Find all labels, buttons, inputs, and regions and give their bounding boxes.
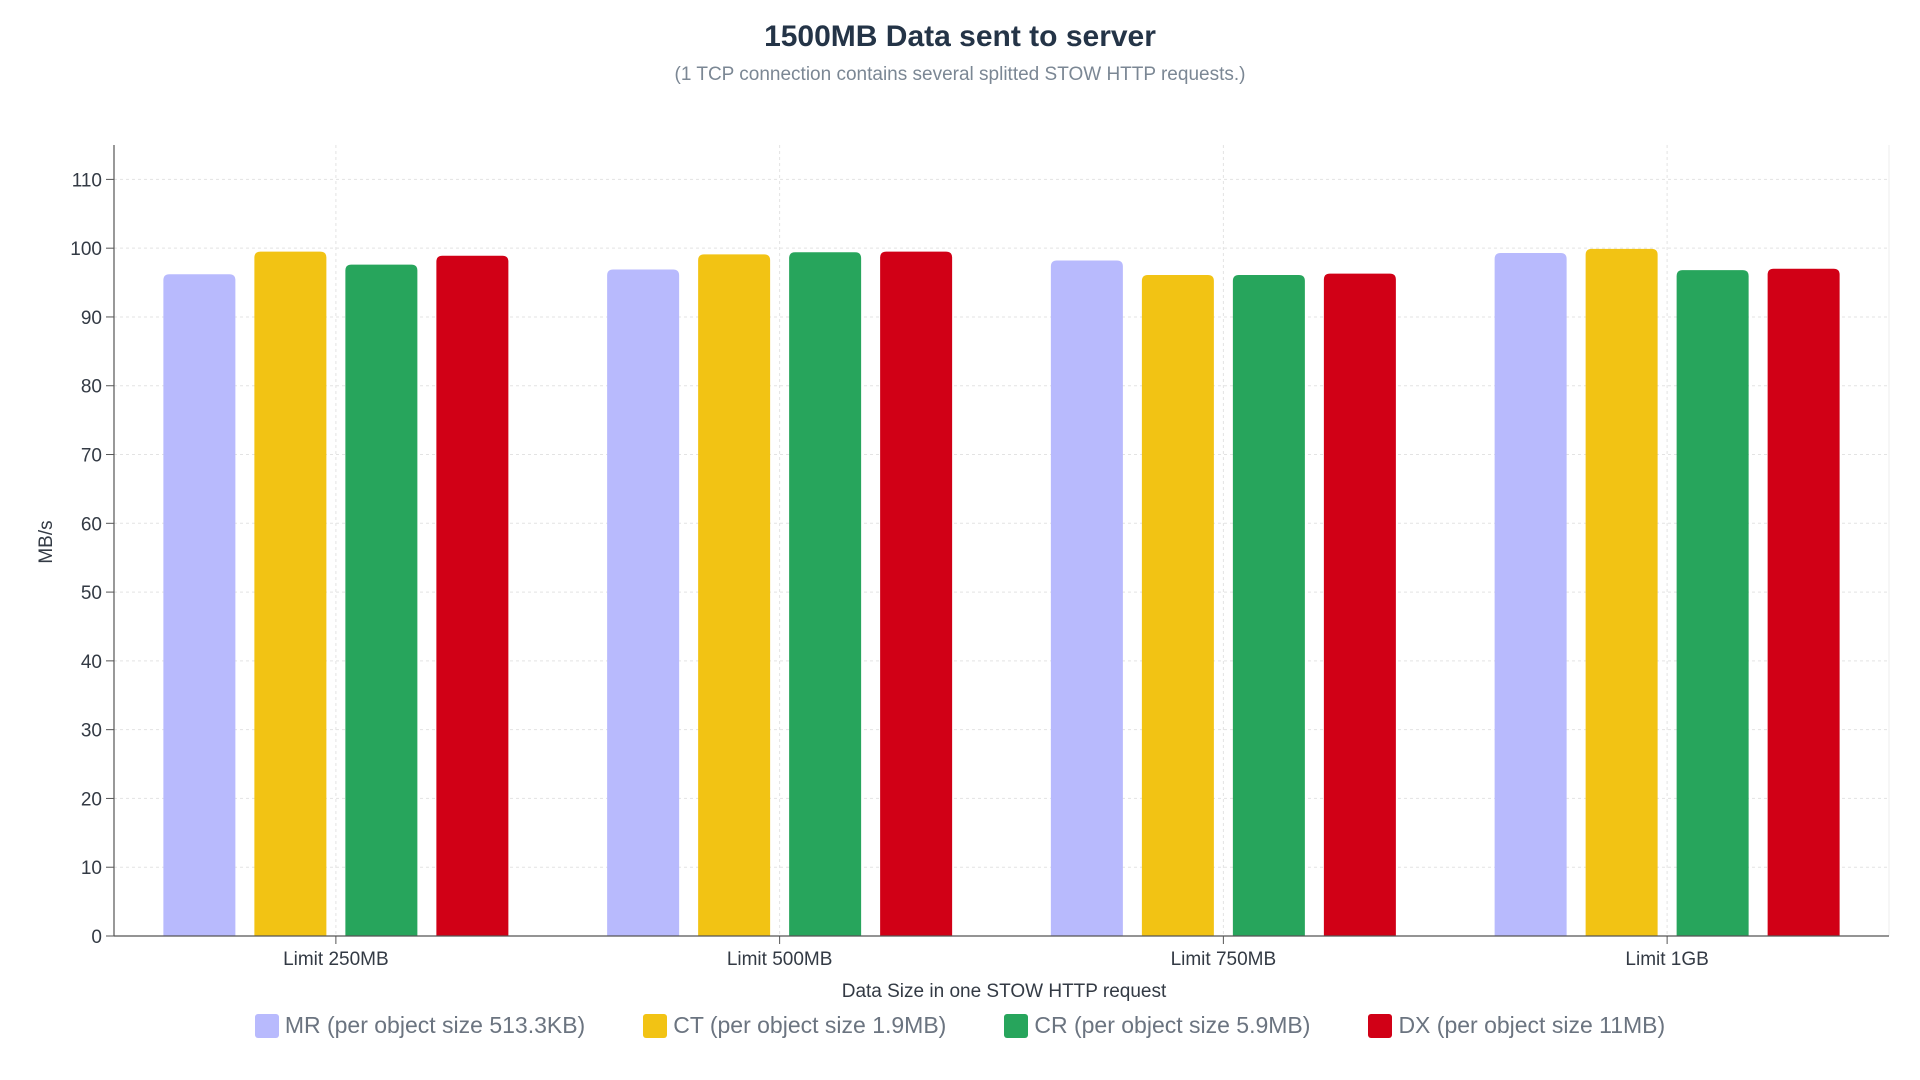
y-tick-label: 60 [81, 514, 102, 535]
bar[interactable] [1494, 252, 1567, 936]
x-axis-title: Data Size in one STOW HTTP request [842, 981, 1167, 1002]
bar[interactable] [1676, 270, 1749, 937]
bar[interactable] [880, 251, 953, 936]
legend-label: CT (per object size 1.9MB) [673, 1012, 947, 1038]
y-tick-label: 20 [81, 789, 102, 810]
legend-item[interactable]: CR (per object size 5.9MB) [1004, 1012, 1310, 1039]
y-tick-label: 30 [81, 721, 102, 742]
legend-item[interactable]: DX (per object size 11MB) [1368, 1012, 1665, 1039]
legend-label: CR (per object size 5.9MB) [1034, 1012, 1311, 1038]
y-tick-label: 40 [81, 652, 102, 673]
y-tick-label: 0 [91, 927, 102, 948]
legend-swatch [643, 1013, 668, 1038]
bars-layer [163, 248, 1840, 937]
y-tick-label: 110 [72, 170, 102, 191]
bar[interactable] [1585, 248, 1658, 936]
bar[interactable] [789, 252, 862, 936]
y-tick-label: 80 [81, 377, 102, 398]
axis-layer: 0 10 20 30 40 50 60 70 80 90 100 110 Limit 250MB Limi… [70, 145, 1889, 970]
x-tick-label: Limit 1GB [1625, 949, 1708, 970]
bar[interactable] [1050, 260, 1123, 936]
bar[interactable] [607, 269, 680, 936]
chart-subtitle: (1 TCP connection contains several split… [674, 64, 1246, 85]
bar[interactable] [1141, 274, 1214, 936]
y-tick-label: 10 [81, 858, 102, 879]
legend-swatch [1004, 1013, 1029, 1038]
bar[interactable] [163, 274, 236, 937]
x-tick-label: Limit 750MB [1171, 949, 1277, 970]
y-tick-label: 100 [70, 239, 102, 260]
bar[interactable] [436, 255, 509, 937]
y-tick-label: 90 [81, 308, 102, 329]
legend-item[interactable]: MR (per object size 513.3KB) [254, 1012, 586, 1039]
legend-label: MR (per object size 513.3KB) [284, 1012, 586, 1038]
legend-swatch [1368, 1013, 1393, 1038]
bar[interactable] [1767, 268, 1840, 936]
legend-item[interactable]: CT (per object size 1.9MB) [643, 1012, 946, 1039]
legend-label: DX (per object size 11MB) [1398, 1012, 1666, 1038]
y-axis-title: MB/s [36, 520, 57, 563]
legend-swatch [254, 1013, 279, 1038]
bar[interactable] [345, 264, 418, 936]
bar[interactable] [254, 251, 327, 936]
y-tick-label: 50 [81, 583, 102, 604]
bar[interactable] [1232, 274, 1305, 936]
bar[interactable] [1323, 273, 1396, 936]
chart-title: 1500MB Data sent to server [764, 20, 1156, 53]
y-tick-label: 70 [81, 446, 102, 467]
x-tick-label: Limit 250MB [283, 949, 389, 970]
x-tick-label: Limit 500MB [727, 949, 833, 970]
bar[interactable] [698, 254, 771, 936]
legend: MR (per object size 513.3KB) CT (per obje… [0, 1012, 1920, 1039]
